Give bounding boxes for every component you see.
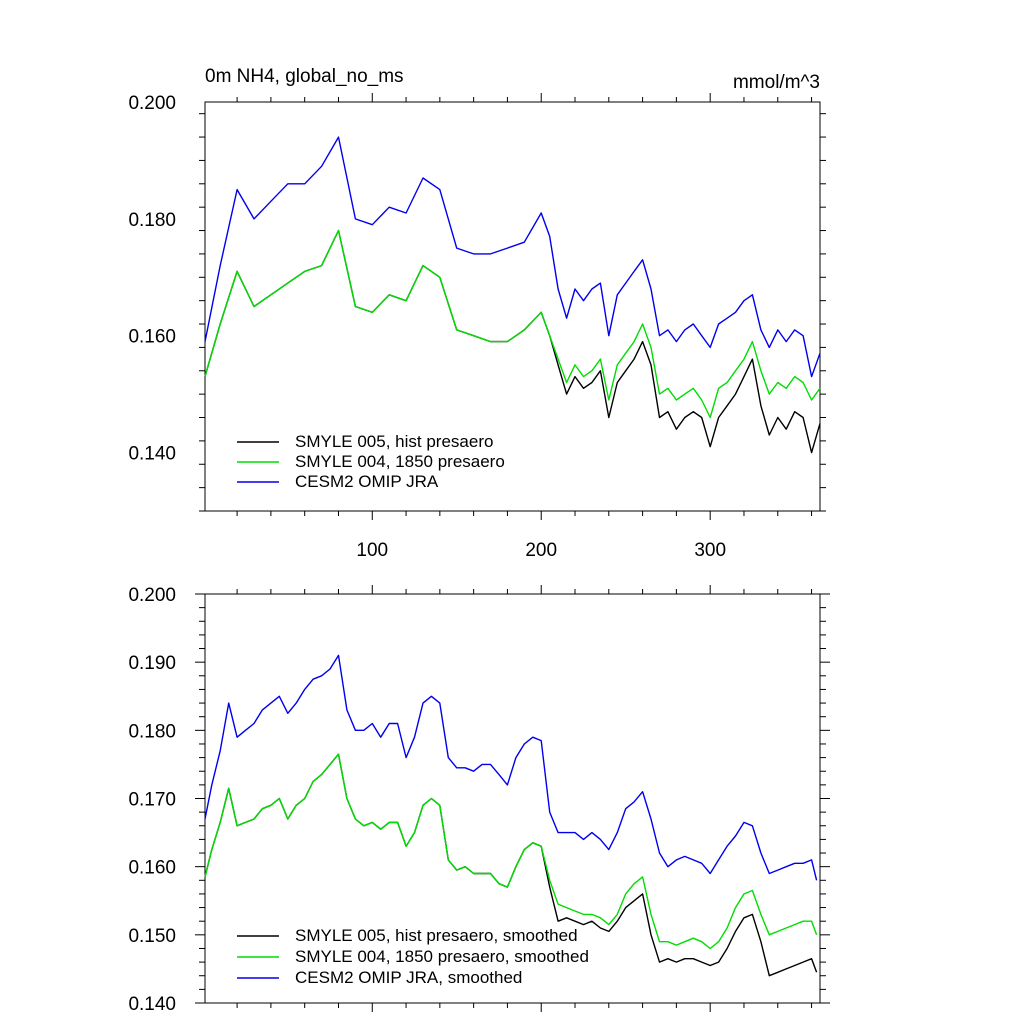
series-line-2 xyxy=(204,229,821,419)
figure-title: 0m NH4, global_no_ms xyxy=(205,66,404,87)
legend-label: SMYLE 004, 1850 presaero, smoothed xyxy=(295,947,589,966)
plot-frame xyxy=(204,101,821,512)
series-line-3 xyxy=(204,136,821,378)
y-tick-label: 0.150 xyxy=(128,926,176,947)
x-tick-label: 100 xyxy=(356,540,388,561)
legend-label: CESM2 OMIP JRA xyxy=(295,472,439,491)
units-label: mmol/m^3 xyxy=(733,72,820,93)
y-tick-label: 0.160 xyxy=(128,327,176,348)
top-panel: 100 200 300 0.140 0.160 0.180 0.200 SMYLE 005, … xyxy=(128,93,826,561)
bottom-panel: 0.140 0.150 0.160 0.170 0.180 0.190 0.200 SMYLE… xyxy=(128,585,830,1015)
series-line-1 xyxy=(204,229,821,454)
y-tick-label: 0.200 xyxy=(128,93,176,114)
y-tick-label: 0.140 xyxy=(128,994,176,1015)
y-tick-label: 0.200 xyxy=(128,585,176,606)
series-line-3 xyxy=(204,654,818,881)
x-tick-label: 200 xyxy=(525,540,557,561)
y-tick-label: 0.140 xyxy=(128,444,176,465)
y-tick-label: 0.180 xyxy=(128,721,176,742)
legend-label: SMYLE 005, hist presaero xyxy=(295,432,493,451)
x-tick-label: 300 xyxy=(694,540,726,561)
legend-label: CESM2 OMIP JRA, smoothed xyxy=(295,968,522,987)
y-tick-label: 0.160 xyxy=(128,858,176,879)
legend-label: SMYLE 005, hist presaero, smoothed xyxy=(295,926,578,945)
series-line-2 xyxy=(204,753,818,950)
y-tick-label: 0.170 xyxy=(128,790,176,811)
legend-label: SMYLE 004, 1850 presaero xyxy=(295,452,505,471)
y-tick-label: 0.180 xyxy=(128,210,176,231)
y-tick-label: 0.190 xyxy=(128,653,176,674)
